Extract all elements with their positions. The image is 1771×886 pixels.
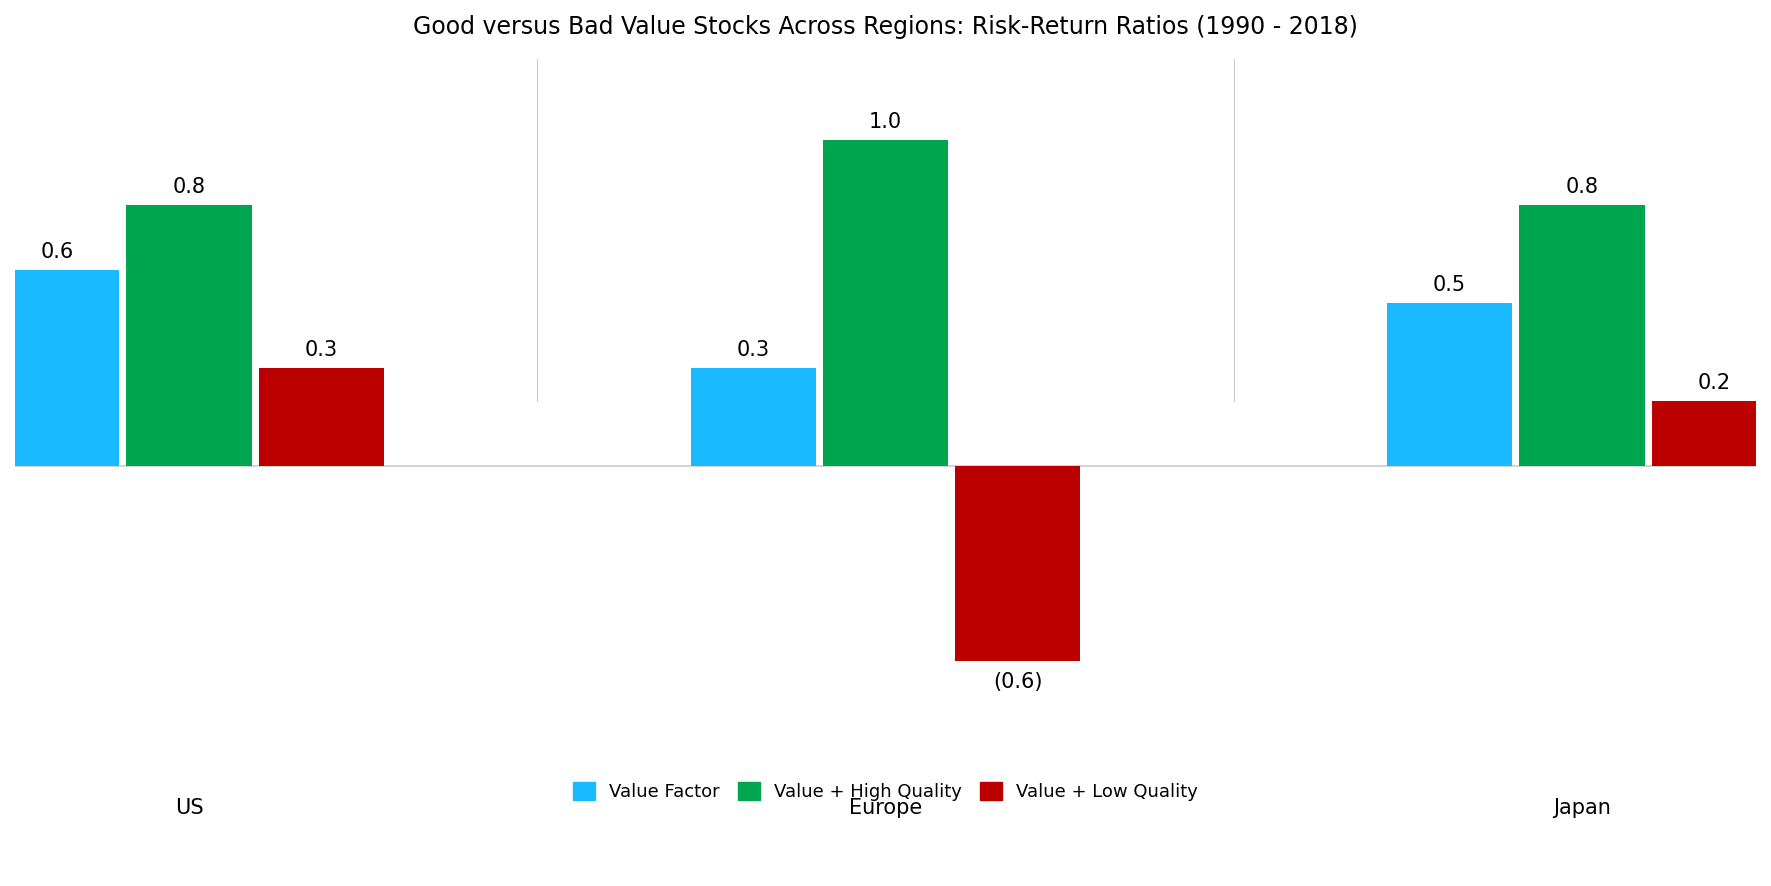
Bar <box>259 368 384 466</box>
Legend: Value Factor, Value + High Quality, Value + Low Quality: Value Factor, Value + High Quality, Valu… <box>567 774 1204 808</box>
Bar <box>126 206 251 466</box>
Bar <box>691 368 816 466</box>
Bar <box>824 140 947 466</box>
Text: 0.3: 0.3 <box>737 340 770 360</box>
Text: 0.5: 0.5 <box>1433 275 1466 295</box>
Text: 0.2: 0.2 <box>1698 372 1730 392</box>
Bar <box>0 270 119 466</box>
Bar <box>1520 206 1645 466</box>
Bar <box>1387 303 1512 466</box>
Bar <box>955 466 1080 661</box>
Text: 0.6: 0.6 <box>41 243 73 262</box>
Text: 0.3: 0.3 <box>305 340 338 360</box>
Text: 0.8: 0.8 <box>172 177 205 198</box>
Text: 0.8: 0.8 <box>1566 177 1599 198</box>
Text: 1.0: 1.0 <box>870 113 901 132</box>
Title: Good versus Bad Value Stocks Across Regions: Risk-Return Ratios (1990 - 2018): Good versus Bad Value Stocks Across Regi… <box>413 15 1358 39</box>
Text: (0.6): (0.6) <box>994 672 1043 692</box>
Bar <box>1652 400 1771 466</box>
